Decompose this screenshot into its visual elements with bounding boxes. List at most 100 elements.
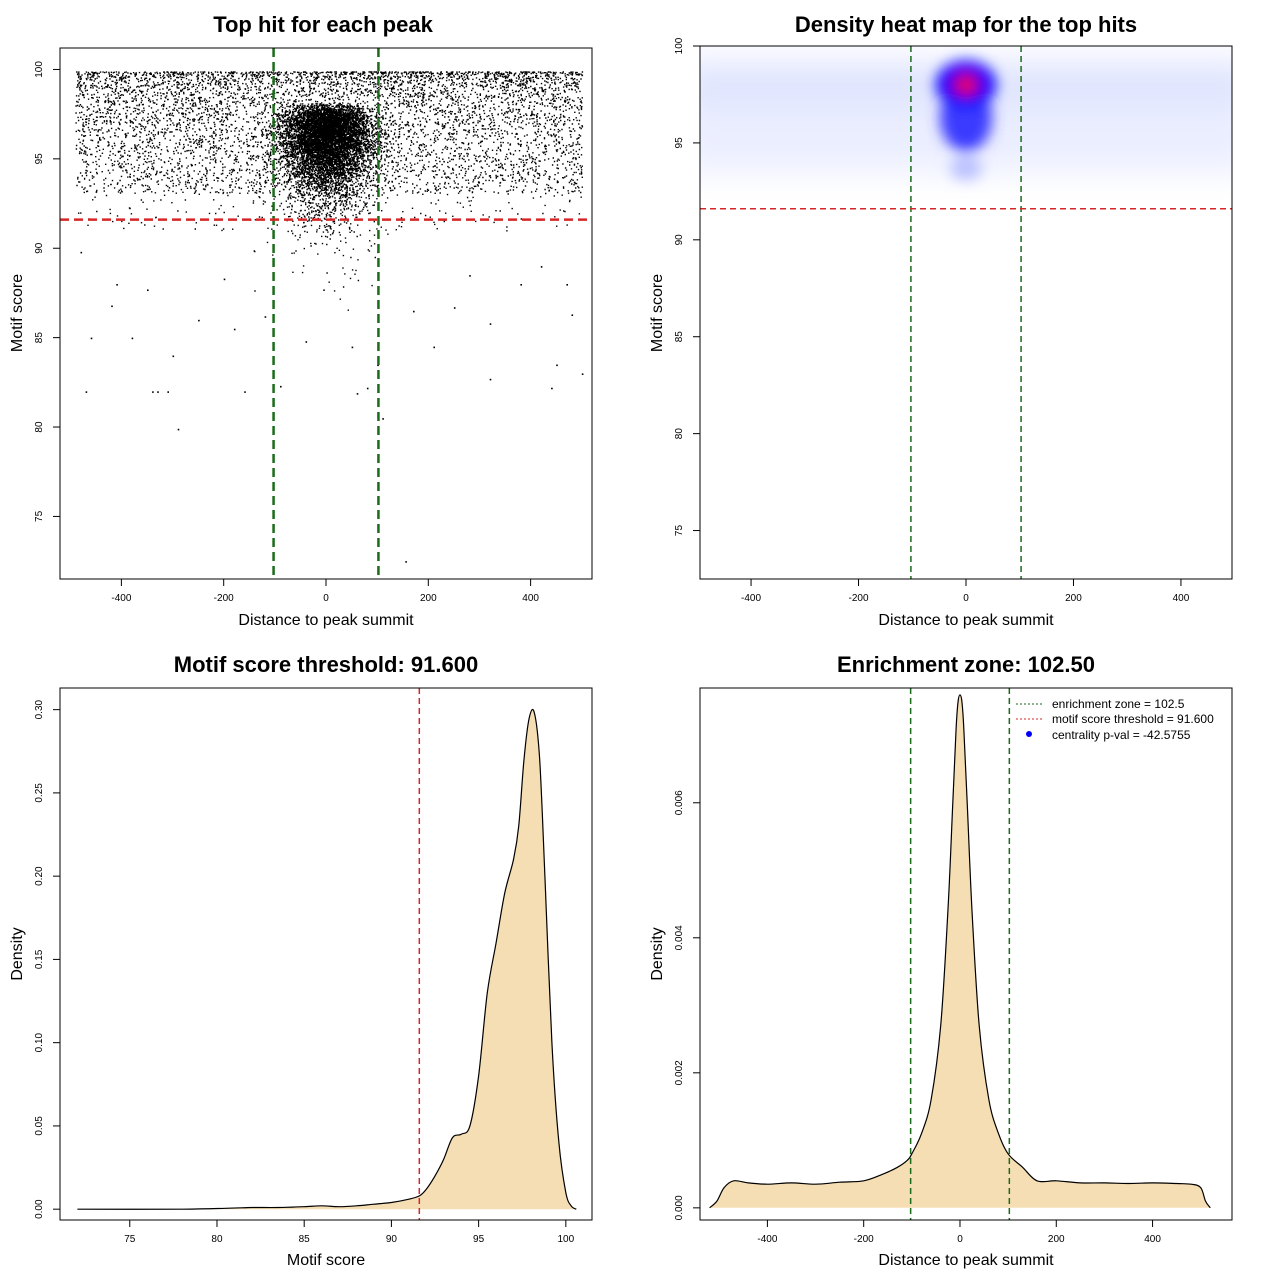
scatter-point — [223, 278, 226, 281]
scatter-point — [571, 314, 574, 316]
y-tick-label: 0.05 — [34, 1116, 45, 1136]
scatter-panel: Top hit for each peak -400 -200 0 200 400 75 8… — [9, 12, 593, 629]
distance-density-x-axis-label: Distance to peak summit — [878, 1252, 1054, 1269]
y-tick-label: 80 — [674, 428, 685, 440]
scatter-point — [413, 310, 415, 313]
scatter-point — [80, 251, 83, 254]
x-tick-label: 90 — [386, 1234, 398, 1245]
score-density-curve — [77, 688, 577, 1220]
x-tick-label: 200 — [1048, 1234, 1065, 1245]
y-tick-label: 95 — [674, 137, 685, 149]
scatter-point — [90, 337, 93, 340]
distance-density-title: Enrichment zone: 102.50 — [837, 652, 1095, 677]
scatter-point — [351, 346, 354, 349]
x-tick-label: 85 — [299, 1234, 311, 1245]
heatmap-y-axis-label: Motif score — [649, 274, 666, 352]
scatter-point — [556, 364, 558, 367]
heatmap-reference-lines — [700, 46, 1232, 579]
x-tick-label: 200 — [1065, 593, 1082, 604]
x-tick-label: 0 — [323, 593, 329, 604]
scatter-axes: -400 -200 0 200 400 75 80 85 90 95 100 — [34, 61, 539, 604]
scatter-point — [382, 418, 384, 420]
x-tick-label: 0 — [963, 593, 969, 604]
heatmap-title: Density heat map for the top hits — [795, 12, 1137, 37]
scatter-point — [551, 387, 553, 390]
y-tick-label: 0.15 — [34, 949, 45, 969]
scatter-point — [489, 323, 492, 325]
scatter-point — [244, 391, 246, 393]
x-tick-label: 95 — [473, 1234, 485, 1245]
x-tick-label: 80 — [211, 1234, 223, 1245]
y-tick-label: 0.004 — [674, 925, 685, 950]
score-density-title: Motif score threshold: 91.600 — [174, 652, 478, 677]
y-tick-label: 75 — [674, 525, 685, 537]
y-tick-label: 75 — [34, 510, 45, 522]
x-tick-label: -200 — [214, 593, 234, 604]
scatter-point — [172, 355, 175, 358]
x-tick-label: -200 — [849, 593, 869, 604]
distance-density-panel: Enrichment zone: 102.50 -400 -200 0 200 400 0… — [649, 652, 1233, 1269]
distance-density-y-axis-label: Density — [649, 927, 666, 980]
y-tick-label: 0.30 — [34, 699, 45, 719]
y-tick-label: 0.002 — [674, 1060, 685, 1085]
x-tick-label: -400 — [111, 593, 131, 604]
y-tick-label: 80 — [34, 421, 45, 433]
distance-density-curve — [709, 688, 1211, 1220]
density-line — [77, 708, 577, 1210]
scatter-point — [469, 275, 471, 277]
x-tick-label: 400 — [1173, 593, 1190, 604]
y-tick-label: 95 — [34, 153, 45, 165]
y-tick-label: 100 — [34, 61, 45, 78]
heatmap-density — [700, 57, 1232, 181]
scatter-point-cloud — [75, 71, 584, 311]
scatter-point — [198, 319, 200, 322]
heatmap-axes: -400 -200 0 200 400 75 80 85 90 95 100 — [674, 37, 1190, 604]
distance-density-axes: -400 -200 0 200 400 0.000 0.002 0.004 0.006 — [674, 790, 1161, 1245]
scatter-points — [75, 71, 584, 563]
y-tick-label: 0.10 — [34, 1032, 45, 1052]
y-tick-label: 90 — [674, 234, 685, 246]
density-fill — [709, 694, 1211, 1208]
x-tick-label: 200 — [420, 593, 437, 604]
scatter-reference-lines — [60, 48, 592, 579]
scatter-point — [264, 316, 267, 318]
scatter-point — [489, 378, 492, 381]
x-tick-label: 100 — [557, 1234, 574, 1245]
scatter-point — [305, 341, 308, 343]
scatter-point — [566, 284, 568, 286]
x-tick-label: 400 — [522, 593, 539, 604]
scatter-point — [85, 391, 88, 393]
score-density-x-axis-label: Motif score — [287, 1252, 365, 1269]
scatter-point — [356, 393, 359, 395]
heatmap-hotspot — [936, 60, 996, 181]
scatter-point — [453, 307, 456, 309]
y-tick-label: 0.006 — [674, 790, 685, 815]
legend-centrality-label: centrality p-val = -42.5755 — [1052, 728, 1191, 742]
heatmap-panel: Density heat map for the top hits -400 -2… — [649, 12, 1233, 629]
scatter-y-axis-label: Motif score — [9, 274, 26, 352]
scatter-point — [111, 305, 113, 308]
distance-density-plot-frame — [699, 687, 1233, 1221]
density-fill — [77, 709, 577, 1210]
y-tick-label: 0.20 — [34, 866, 45, 886]
heatmap-x-axis-label: Distance to peak summit — [878, 612, 1054, 629]
y-tick-label: 85 — [674, 331, 685, 343]
x-tick-label: -200 — [854, 1234, 874, 1245]
x-tick-label: -400 — [741, 593, 761, 604]
scatter-point — [520, 284, 522, 286]
y-tick-label: 100 — [674, 37, 685, 54]
y-tick-label: 85 — [34, 332, 45, 344]
legend-motif-threshold-label: motif score threshold = 91.600 — [1052, 712, 1214, 726]
density-line — [709, 694, 1211, 1209]
scatter-point — [157, 391, 159, 393]
score-density-panel: Motif score threshold: 91.600 75 80 85 90 95… — [9, 652, 593, 1269]
scatter-point — [280, 385, 282, 388]
y-tick-label: 90 — [34, 242, 45, 254]
x-tick-label: -400 — [757, 1234, 777, 1245]
scatter-point — [581, 373, 584, 375]
x-tick-label: 400 — [1144, 1234, 1161, 1245]
y-tick-label: 0.000 — [674, 1195, 685, 1220]
score-density-axes: 75 80 85 90 95 100 0.00 0.05 0.10 0.15 0.20 0.25 0.3… — [34, 699, 575, 1245]
scatter-point — [147, 289, 149, 291]
